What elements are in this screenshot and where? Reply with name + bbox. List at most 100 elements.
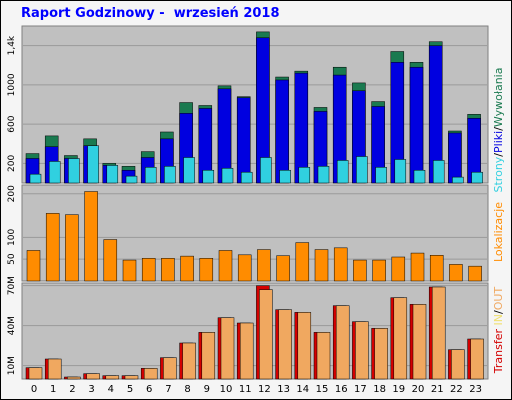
- strony-bar: [452, 176, 464, 184]
- pliki-bar: [294, 72, 309, 184]
- out-bar: [124, 375, 139, 380]
- x-tick-label: 10: [220, 384, 233, 395]
- out-bar: [335, 305, 350, 380]
- out-bar: [67, 376, 81, 380]
- out-bar: [431, 286, 446, 380]
- out-bar: [201, 332, 216, 380]
- out-bar: [259, 289, 273, 380]
- panel-2-ytick: 100: [7, 229, 17, 246]
- x-tick-label: 7: [165, 384, 171, 395]
- x-tick-label: 6: [146, 384, 152, 395]
- x-tick-label: 2: [69, 384, 75, 395]
- legend-out: OUT: [492, 287, 505, 311]
- lokalizacje-bar: [410, 252, 425, 282]
- panel-1-ytick: 1,4k: [7, 35, 17, 55]
- lokalizacje-bar: [45, 213, 60, 282]
- lokalizacje-bar: [84, 191, 98, 282]
- out-bar: [239, 322, 254, 380]
- legend-slash-3: /: [492, 310, 505, 314]
- strony-bar: [413, 169, 426, 184]
- out-bar: [163, 357, 177, 380]
- out-bar: [374, 328, 388, 380]
- strony-bar: [87, 145, 99, 184]
- x-tick-label: 22: [450, 384, 463, 395]
- out-bar: [470, 338, 484, 380]
- legend-strony: Strony: [492, 156, 505, 192]
- strony-bar: [240, 171, 253, 184]
- strony-bar: [144, 167, 157, 184]
- strony-bar: [106, 165, 119, 184]
- lokalizacje-bar: [237, 254, 252, 282]
- out-bar: [355, 321, 369, 380]
- x-tick-label: 5: [127, 384, 133, 395]
- lokalizacje-bar: [468, 265, 482, 282]
- x-tick-label: 9: [204, 384, 210, 395]
- x-tick-label: 17: [354, 384, 367, 395]
- panel-3-ytick: 10M: [7, 356, 17, 375]
- lokalizacje-bar: [333, 247, 348, 282]
- strony-bar: [68, 158, 80, 184]
- strony-bar: [164, 166, 176, 184]
- lokalizacje-bar: [161, 258, 175, 282]
- x-tick-label: 23: [469, 384, 482, 395]
- out-bar: [412, 304, 427, 380]
- x-tick-label: 3: [88, 384, 94, 395]
- legend-slash-2: /: [492, 127, 505, 131]
- lokalizacje-bar: [314, 249, 329, 282]
- out-bar: [451, 349, 465, 380]
- strony-bar: [279, 169, 291, 184]
- strony-bar: [432, 160, 445, 184]
- pliki-bar: [236, 97, 251, 184]
- out-bar: [105, 375, 120, 380]
- x-tick-label: 19: [392, 384, 405, 395]
- lokalizacje-bar: [180, 255, 194, 282]
- pliki-bar: [275, 79, 289, 184]
- lokalizacje-bar: [257, 249, 271, 282]
- lokalizacje-bar: [429, 255, 444, 282]
- panel-3-ytick: 70M: [7, 276, 17, 295]
- out-bar: [143, 368, 158, 380]
- out-bar: [297, 312, 312, 380]
- out-bar: [28, 367, 43, 380]
- x-tick-label: 15: [316, 384, 329, 395]
- out-bar: [86, 373, 100, 380]
- strony-bar: [336, 160, 349, 184]
- lokalizacje-bar: [218, 250, 233, 282]
- strony-bar: [317, 166, 330, 184]
- legend-in: IN: [492, 314, 505, 325]
- lokalizacje-bar: [372, 259, 386, 282]
- strony-bar: [221, 168, 234, 184]
- x-tick-label: 14: [296, 384, 309, 395]
- panel-2-ytick: 200: [7, 185, 17, 202]
- out-bar: [182, 342, 196, 380]
- lokalizacje-bar: [295, 242, 310, 282]
- x-tick-label: 11: [239, 384, 252, 395]
- out-bar: [278, 309, 292, 380]
- legend-wywolania: Wywołania: [492, 68, 505, 128]
- lokalizacje-bar: [103, 239, 118, 282]
- x-tick-label: 20: [412, 384, 425, 395]
- x-tick-label: 8: [184, 384, 190, 395]
- lokalizacje-bar: [65, 214, 79, 282]
- strony-bar: [183, 157, 195, 184]
- lokalizacje-bar: [199, 258, 214, 282]
- legend-slash-1: /: [492, 153, 505, 157]
- panel-1-ytick: 600: [7, 115, 17, 132]
- lokalizacje-bar: [26, 250, 41, 282]
- panel-1-ylabel: Strony/Pliki/Wywołania: [492, 68, 505, 193]
- panel-1-ytick: 1000: [7, 73, 17, 96]
- legend-pliki: Pliki: [492, 131, 505, 153]
- x-tick-label: 12: [258, 384, 271, 395]
- panel-2-ylabel: Lokalizacje: [492, 202, 505, 262]
- strony-bar: [125, 175, 138, 184]
- panel-1-ytick: 200: [7, 155, 17, 172]
- strony-bar: [356, 156, 368, 184]
- lokalizacje-bar: [276, 255, 290, 282]
- lokalizacje-bar: [391, 256, 406, 282]
- out-bar: [220, 317, 235, 380]
- lokalizacje-bar: [449, 264, 463, 282]
- out-bar: [47, 358, 62, 380]
- x-tick-label: 16: [335, 384, 348, 395]
- out-bar: [393, 297, 408, 380]
